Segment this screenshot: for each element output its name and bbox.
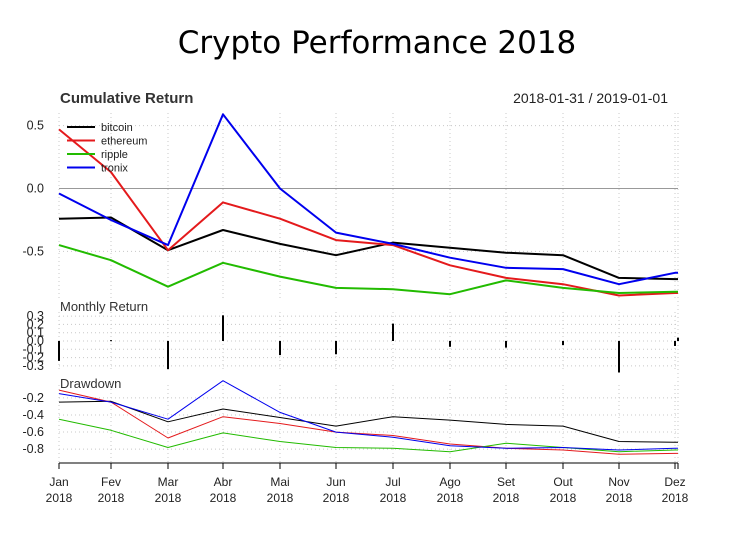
chart-title: Crypto Performance 2018 [178, 25, 577, 61]
monthly-bar [392, 323, 394, 341]
drawdown-line-ethereum [58, 389, 678, 455]
tick-label-layer: 0.50.0-0.50.30.20.10.0-0.1-0.2-0.3-0.2-0… [22, 119, 688, 505]
x-tick-month: Out [553, 475, 573, 489]
series-layer [58, 113, 679, 455]
monthly-bar [505, 341, 507, 348]
monthly-y-tick: -0.3 [22, 359, 44, 373]
x-tick-month: Jul [385, 475, 400, 489]
cumulative-panel-title: Cumulative Return [60, 90, 193, 107]
monthly-bar [562, 341, 564, 346]
x-tick-year: 2018 [606, 491, 633, 505]
drawdown-y-tick: -0.4 [22, 408, 44, 422]
monthly-y-tick: 0.0 [27, 334, 44, 348]
monthly-bar [110, 340, 112, 342]
x-tick-month: Jan [49, 475, 68, 489]
drawdown-panel-title: Drawdown [60, 376, 121, 391]
monthly-bar [677, 337, 679, 341]
legend-label-ripple: ripple [101, 149, 128, 161]
x-tick-year: 2018 [550, 491, 577, 505]
monthly-y-tick: 0.3 [27, 309, 44, 323]
monthly-y-tick: 0.1 [27, 326, 44, 340]
x-tick-year: 2018 [323, 491, 350, 505]
x-tick-month: Fev [101, 475, 121, 489]
x-tick-year: 2018 [267, 491, 294, 505]
drawdown-y-tick: -0.2 [22, 391, 44, 405]
drawdown-line-bitcoin [58, 400, 678, 443]
monthly-bar [674, 341, 676, 346]
monthly-bar [279, 341, 281, 356]
cumulative-line-ripple [58, 244, 678, 296]
monthly-bar [58, 341, 60, 361]
x-tick-month: Set [497, 475, 516, 489]
x-tick-month: Ago [439, 475, 461, 489]
cumulative-line-ethereum [58, 128, 678, 297]
legend-label-tronix: tronix [101, 163, 128, 175]
x-tick-year: 2018 [46, 491, 73, 505]
x-tick-month: Nov [608, 475, 629, 489]
x-tick-month: Abr [214, 475, 233, 489]
x-tick-year: 2018 [662, 491, 689, 505]
legend-label-ethereum: ethereum [101, 136, 147, 148]
legend-label-bitcoin: bitcoin [101, 122, 133, 134]
x-tick-month: Mai [270, 475, 289, 489]
monthly-y-tick: -0.1 [22, 342, 44, 356]
reference-layer [58, 188, 679, 469]
drawdown-y-tick: -0.8 [22, 442, 44, 456]
x-tick-year: 2018 [210, 491, 237, 505]
drawdown-line-tronix [58, 380, 678, 451]
x-tick-year: 2018 [155, 491, 182, 505]
x-tick-year: 2018 [493, 491, 520, 505]
monthly-bar [618, 341, 620, 373]
monthly-y-tick: -0.2 [22, 351, 44, 365]
cumulative-line-tronix [58, 113, 678, 286]
cumulative-y-tick: -0.5 [22, 244, 44, 258]
x-tick-month: Dez [664, 475, 685, 489]
monthly-panel-title: Monthly Return [60, 299, 148, 314]
monthly-bar [222, 315, 224, 341]
monthly-bar [167, 341, 169, 370]
x-tick-month: Jun [326, 475, 345, 489]
cumulative-y-tick: 0.0 [27, 182, 44, 196]
x-tick-year: 2018 [98, 491, 125, 505]
monthly-y-tick: 0.2 [27, 317, 44, 331]
monthly-bar [449, 341, 451, 347]
x-tick-month: Mar [158, 475, 179, 489]
drawdown-line-ripple [58, 418, 678, 453]
date-range-label: 2018-01-31 / 2019-01-01 [513, 90, 668, 106]
x-tick-year: 2018 [380, 491, 407, 505]
grid-layer [58, 113, 679, 462]
drawdown-y-tick: -0.6 [22, 425, 44, 439]
cumulative-y-tick: 0.5 [27, 119, 44, 133]
x-tick-year: 2018 [437, 491, 464, 505]
monthly-bar [335, 341, 337, 355]
